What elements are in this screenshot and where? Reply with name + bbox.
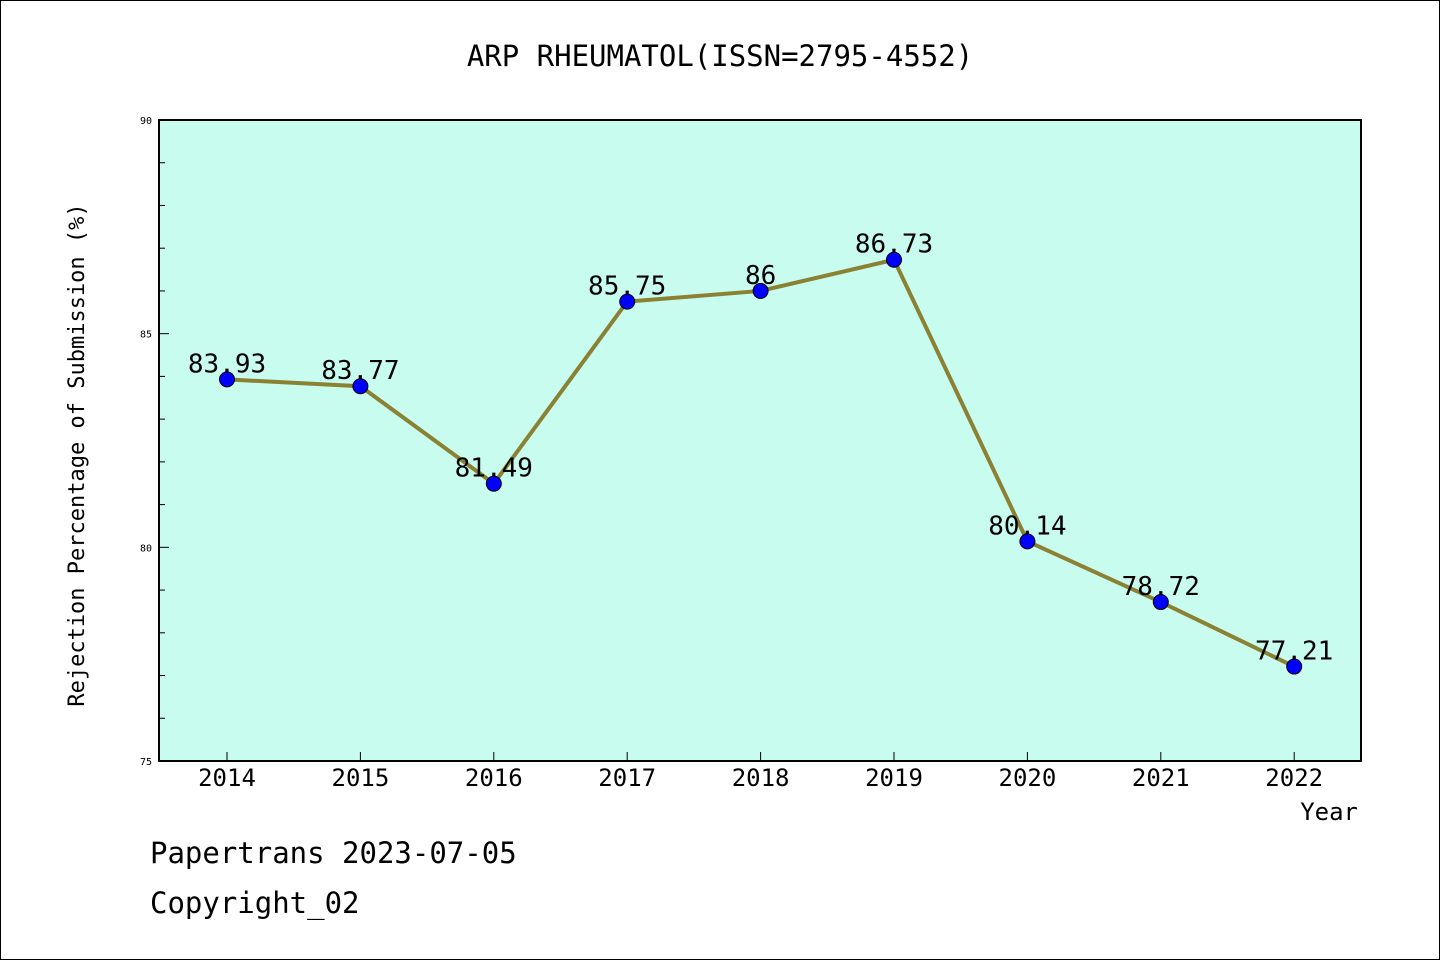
x-tick-label: 2017 xyxy=(598,764,656,792)
data-point-2015 xyxy=(352,378,369,395)
data-label-2014: 83.93 xyxy=(188,349,266,379)
x-tick-label: 2018 xyxy=(732,764,790,792)
data-label-2019: 86.73 xyxy=(855,230,933,260)
data-point-2016 xyxy=(485,475,502,492)
data-point-2019 xyxy=(886,251,902,268)
plot-area xyxy=(158,119,1362,762)
x-tick-label: 2022 xyxy=(1265,764,1323,792)
data-point-2017 xyxy=(619,293,636,310)
x-tick-label: 2014 xyxy=(198,764,256,792)
data-label-group: 83.93 83.77 81.49 85.75 86 86.73 80.14 78.72 77.… xyxy=(188,230,1333,667)
x-tick-label: 2015 xyxy=(332,764,390,792)
y-tick-label: 75 xyxy=(140,757,152,768)
data-label-2020: 80.14 xyxy=(988,511,1066,541)
y-axis-label: Rejection Percentage of Submission (%) xyxy=(65,203,90,706)
data-point-2020 xyxy=(1019,533,1036,550)
y-tick-label: 90 xyxy=(140,116,152,127)
x-tick-label: 2020 xyxy=(999,764,1057,792)
x-axis: 2014 2015 2016 2017 2018 2019 2020 2021 2022 xyxy=(198,752,1323,792)
data-point-2021 xyxy=(1152,594,1169,611)
footer-date: Papertrans 2023-07-05 xyxy=(150,836,517,870)
x-tick-label: 2016 xyxy=(465,764,523,792)
data-label-2017: 85.75 xyxy=(588,272,666,302)
data-point-2022 xyxy=(1286,658,1303,675)
y-tick-label: 85 xyxy=(140,330,152,341)
chart-title: ARP RHEUMATOL(ISSN=2795-4552) xyxy=(467,39,973,73)
data-point-2018 xyxy=(752,282,769,299)
x-tick-label: 2021 xyxy=(1132,764,1190,792)
y-tick-label: 80 xyxy=(140,543,152,554)
data-label-2015: 83.77 xyxy=(321,356,399,386)
data-label-2016: 81.49 xyxy=(455,454,533,484)
x-axis-label: Year xyxy=(1300,798,1358,826)
series-line-group xyxy=(219,251,1303,675)
data-label-2022: 77.21 xyxy=(1255,637,1333,667)
data-label-2018: 86 xyxy=(745,261,776,291)
y-axis: 75 80 85 90 xyxy=(140,116,169,768)
data-point-2014 xyxy=(219,371,235,388)
data-label-2021: 78.72 xyxy=(1122,572,1200,602)
x-tick-label: 2019 xyxy=(865,764,923,792)
footer-copyright: Copyright_02 xyxy=(150,886,360,920)
